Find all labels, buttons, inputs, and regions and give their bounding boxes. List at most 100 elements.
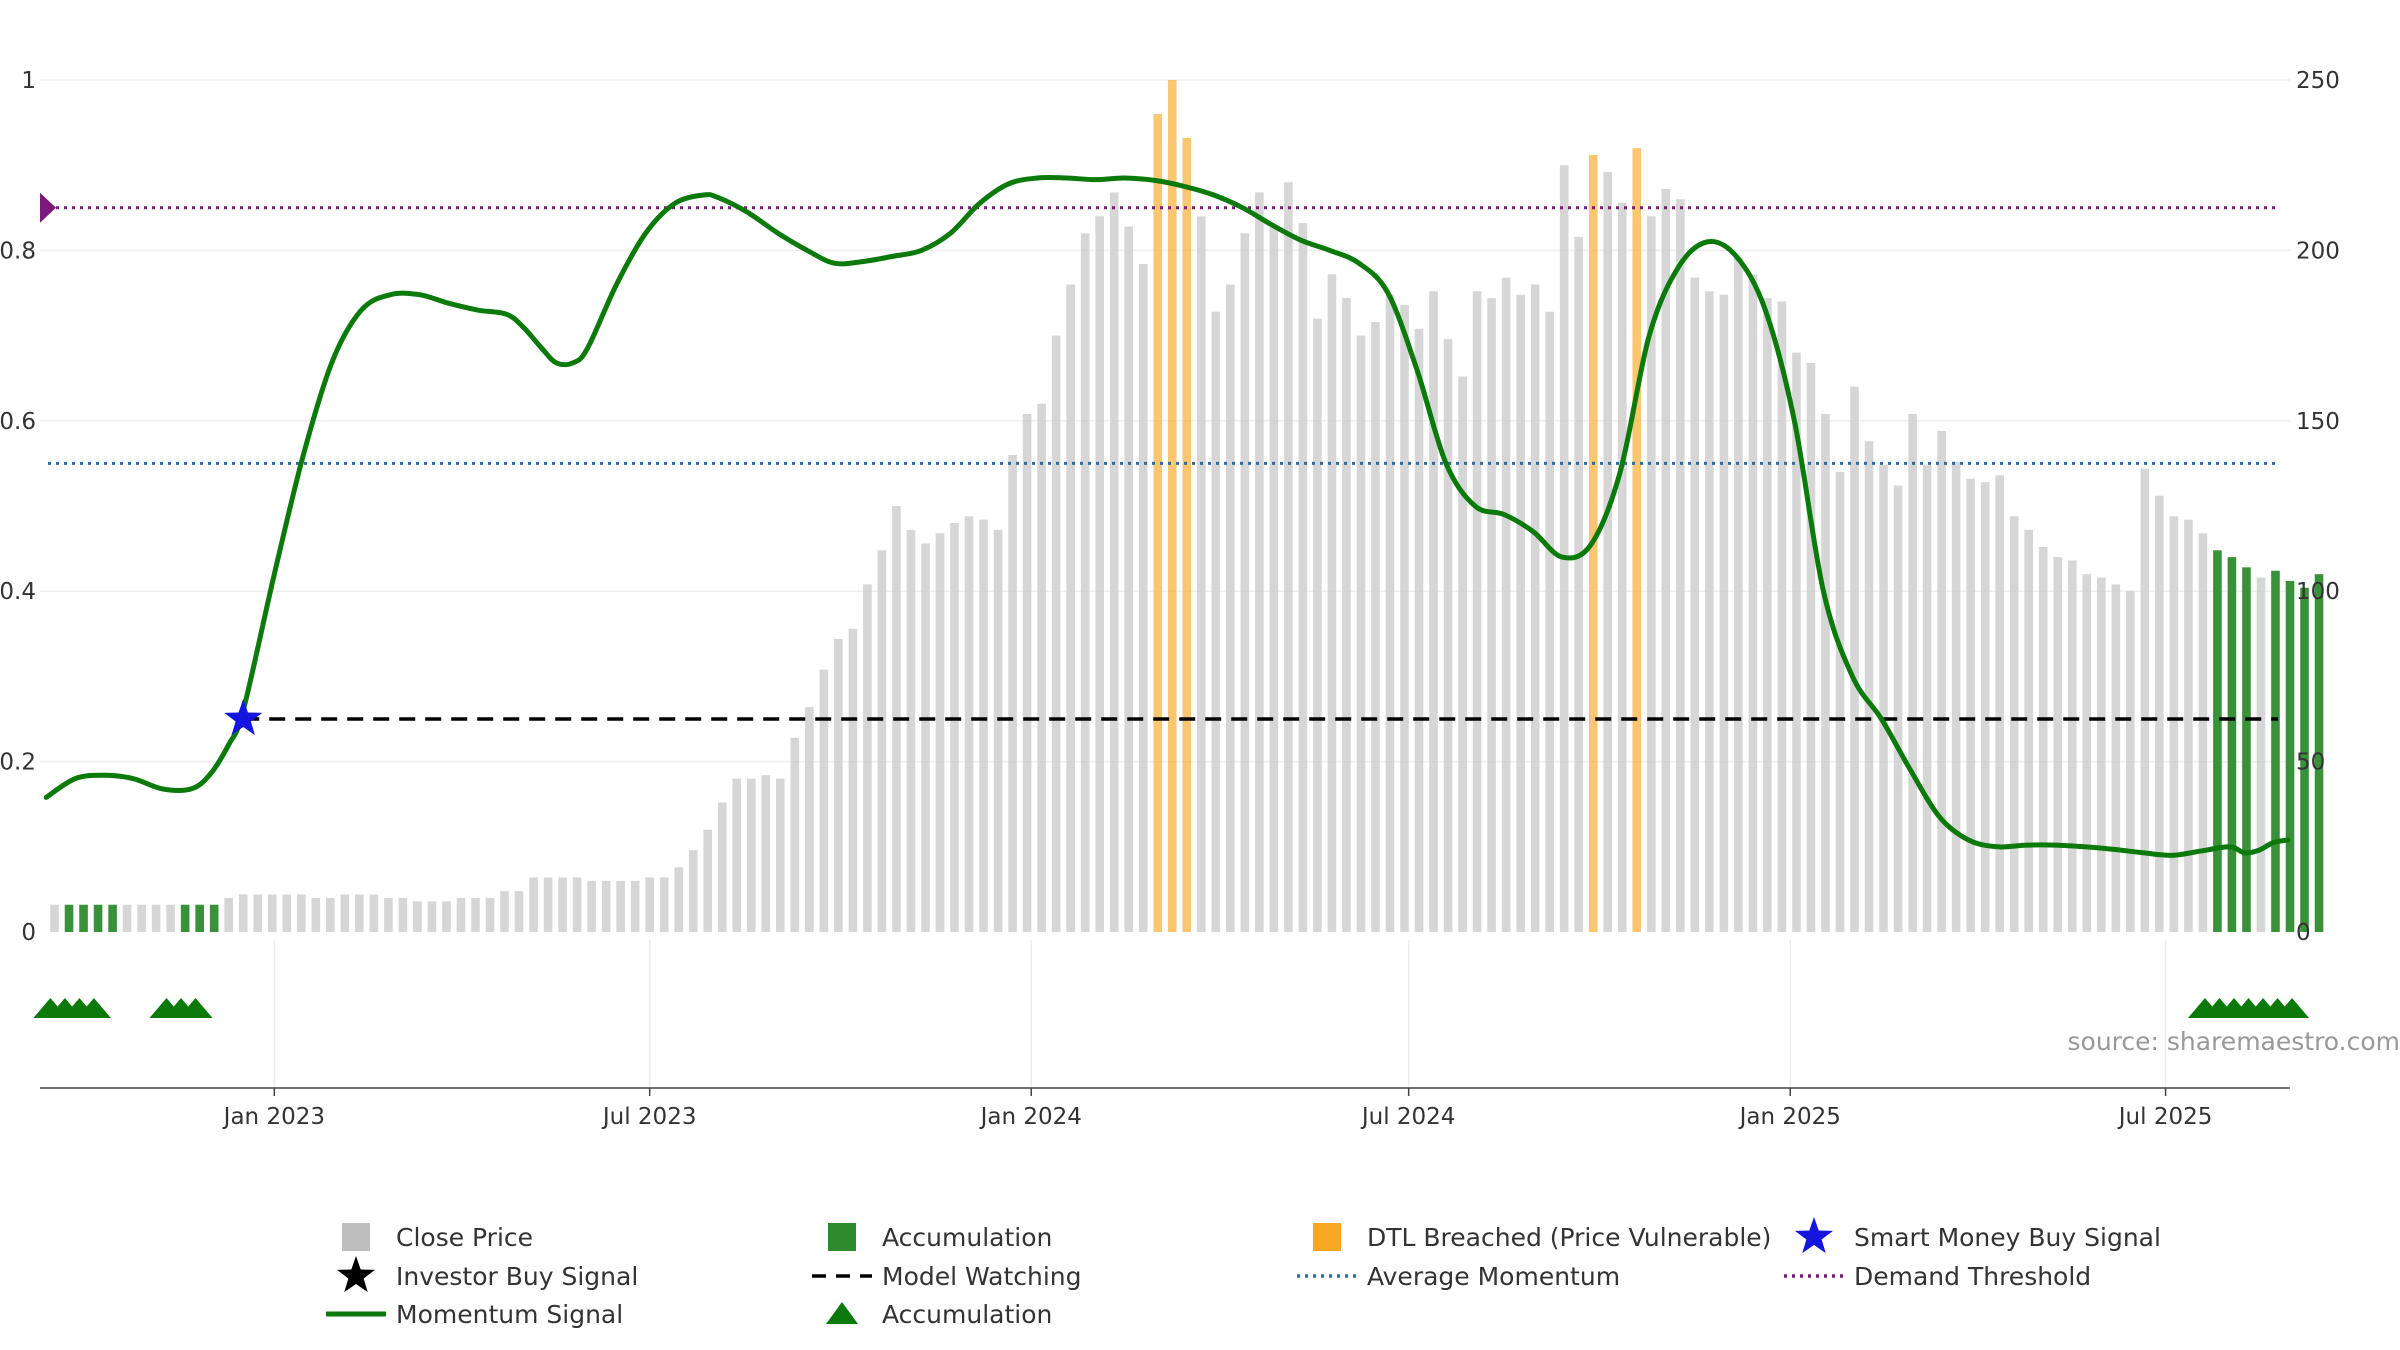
price-bar xyxy=(674,867,684,932)
price-bar xyxy=(1777,301,1787,932)
price-bar xyxy=(1371,321,1380,932)
price-bar xyxy=(1995,475,2004,932)
price-bar xyxy=(1269,226,1279,932)
price-bar xyxy=(1443,339,1453,932)
price-bar xyxy=(1893,485,1903,932)
price-bar xyxy=(2126,591,2135,932)
price-bar xyxy=(1342,298,1351,932)
price-bar xyxy=(471,897,480,932)
price-bar xyxy=(122,904,132,932)
price-bar xyxy=(398,897,408,932)
price-bar xyxy=(500,891,509,932)
price-bar xyxy=(1109,192,1119,933)
price-bar xyxy=(1255,192,1264,933)
price-bar xyxy=(1095,216,1104,932)
price-bar xyxy=(1138,264,1148,933)
price-bar xyxy=(1313,318,1322,932)
legend-item-accumulation_tri: Accumulation xyxy=(826,1300,1052,1329)
price-bar xyxy=(964,516,974,932)
price-bar xyxy=(1980,482,1990,932)
price-bar xyxy=(93,904,103,932)
price-bar xyxy=(2067,560,2077,932)
legend-item-close_price: Close Price xyxy=(342,1223,533,1252)
price-bar xyxy=(514,891,524,932)
price-bar xyxy=(2038,546,2048,932)
price-bar xyxy=(1240,233,1250,933)
dtl-swatch xyxy=(1313,1223,1341,1251)
price-bar xyxy=(340,894,350,932)
price-bar xyxy=(2009,516,2019,932)
price-bar xyxy=(1966,478,1975,932)
legend-label: Close Price xyxy=(396,1223,533,1252)
price-bar xyxy=(805,707,814,932)
price-bar xyxy=(2314,574,2324,932)
legend-label: Investor Buy Signal xyxy=(396,1262,638,1291)
legend-label: DTL Breached (Price Vulnerable) xyxy=(1367,1223,1771,1252)
price-bar xyxy=(253,894,263,932)
price-bar xyxy=(1922,465,1932,932)
price-bar xyxy=(1646,216,1656,932)
left-tick-label: 0.6 xyxy=(0,409,36,435)
price-bar xyxy=(442,901,451,932)
price-bar xyxy=(572,877,582,932)
price-bar xyxy=(2024,529,2034,932)
price-bar xyxy=(238,894,248,932)
price-bar xyxy=(645,877,654,932)
accumulation-swatch xyxy=(828,1223,856,1251)
price-bar xyxy=(1167,80,1177,932)
price-bar xyxy=(2285,580,2295,932)
price-bar xyxy=(776,778,785,932)
x-tick-label: Jul 2024 xyxy=(1360,1104,1456,1130)
price-bar xyxy=(2227,557,2237,932)
price-bar xyxy=(413,901,422,932)
price-bar xyxy=(1124,226,1134,932)
price-bar xyxy=(267,894,277,932)
price-bar xyxy=(2184,519,2193,932)
legend-item-dtl: DTL Breached (Price Vulnerable) xyxy=(1313,1223,1771,1252)
price-bar xyxy=(2256,577,2266,932)
price-bar xyxy=(1516,294,1525,933)
price-bar xyxy=(282,894,292,932)
price-bar xyxy=(1835,471,1845,932)
price-bar xyxy=(427,901,437,932)
source-label: source: sharemaestro.com xyxy=(2068,1027,2400,1056)
price-bar xyxy=(863,584,872,932)
price-bar xyxy=(1719,294,1729,933)
price-bar xyxy=(296,894,306,932)
price-bar xyxy=(921,543,930,932)
price-bar xyxy=(1414,328,1424,932)
price-bar xyxy=(1429,291,1438,932)
accumulation-triangle xyxy=(178,998,213,1018)
price-bar xyxy=(558,877,567,932)
legend-item-model_watching: Model Watching xyxy=(812,1262,1082,1291)
price-bar xyxy=(2155,495,2164,932)
price-bar xyxy=(355,894,364,932)
legend-item-momentum: Momentum Signal xyxy=(326,1300,623,1329)
accumulation-triangle-icon xyxy=(826,1302,858,1324)
price-bar xyxy=(2096,577,2106,932)
left-tick-label: 0.2 xyxy=(0,750,36,776)
x-tick-label: Jan 2024 xyxy=(979,1104,1082,1130)
momentum-line xyxy=(43,174,2291,858)
price-bar xyxy=(1051,335,1061,933)
price-bar xyxy=(1080,233,1090,933)
markers xyxy=(33,192,2310,1018)
left-tick-label: 0.4 xyxy=(0,579,36,605)
price-bar xyxy=(2213,550,2222,932)
price-bar xyxy=(2111,584,2121,932)
price-bar xyxy=(1908,413,1917,932)
x-tick-label: Jul 2023 xyxy=(601,1104,697,1130)
price-bar xyxy=(993,529,1003,932)
price-bar xyxy=(1603,172,1613,933)
legend-label: Accumulation xyxy=(882,1300,1052,1329)
close-price-swatch xyxy=(342,1223,370,1251)
price-bar xyxy=(1617,202,1627,933)
price-bar xyxy=(717,802,727,932)
legend-label: Model Watching xyxy=(882,1262,1082,1291)
smart-money-buy-star xyxy=(224,699,263,736)
price-bar xyxy=(1530,284,1540,933)
price-bar xyxy=(1182,137,1192,932)
price-bar xyxy=(1879,465,1888,932)
price-bar xyxy=(1487,298,1496,932)
price-bar xyxy=(1748,274,1758,933)
